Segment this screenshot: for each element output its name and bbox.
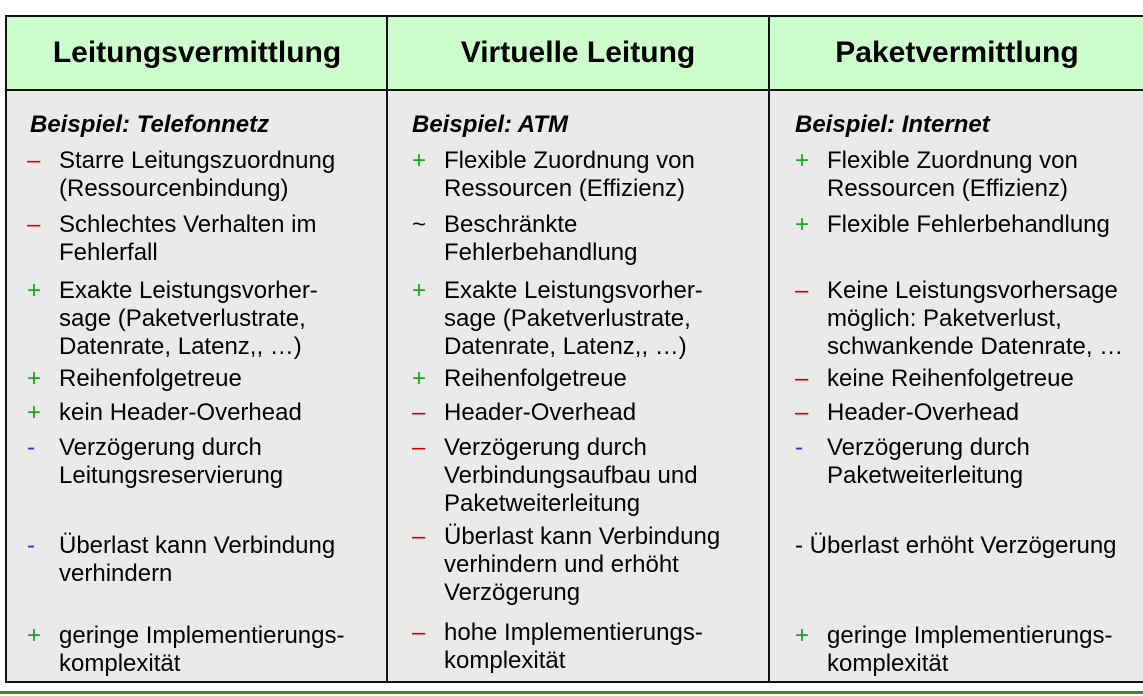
bullet-symbol: +: [412, 147, 427, 174]
bullet-symbol: –: [27, 147, 41, 174]
column-leitungsvermittlung: Beispiel: Telefonnetz – Starre Leitungszu…: [7, 91, 387, 683]
list-item-text: Exakte Leistungsvorher- sage (Paketverlu…: [59, 277, 318, 360]
header-virtuelle-leitung: Virtuelle Leitung: [387, 17, 769, 91]
bullet-symbol: –: [412, 434, 426, 461]
list-item-text: geringe Implementierungs- komplexität: [59, 622, 345, 677]
list-item-text: kein Header-Overhead: [59, 399, 302, 426]
list-item-text: Exakte Leistungsvorher- sage (Paketverlu…: [444, 277, 703, 360]
list-item-text: Verzögerung durch Verbindungsaufbau und …: [444, 434, 698, 517]
list-item-text: Flexible Zuordnung von Ressourcen (Effiz…: [444, 147, 695, 202]
list-item-text: - Überlast erhöht Verzögerung: [795, 532, 1117, 559]
bullet-symbol: –: [27, 211, 41, 238]
list-item-text: Reihenfolgetreue: [444, 365, 627, 392]
list-item-text: Verzögerung durch Leitungsreservierung: [59, 434, 284, 489]
bullet-symbol: -: [27, 532, 35, 559]
header-paketvermittlung: Paketvermittlung: [769, 17, 1143, 91]
bullet-symbol: –: [795, 365, 809, 392]
bullet-symbol: +: [27, 365, 42, 392]
list-item-text: Header-Overhead: [827, 399, 1020, 426]
example-label: Beispiel: Telefonnetz: [30, 111, 270, 138]
header-leitungsvermittlung: Leitungsvermittlung: [7, 17, 387, 91]
list-item-text: Flexible Zuordnung von Ressourcen (Effiz…: [827, 147, 1078, 202]
table-bottom-border: [7, 681, 1143, 683]
bullet-symbol: -: [27, 434, 35, 461]
list-item-text: geringe Implementierungs- komplexität: [827, 622, 1113, 677]
example-label: Beispiel: Internet: [795, 111, 990, 138]
bullet-symbol: –: [795, 277, 809, 304]
column-virtuelle-leitung: Beispiel: ATM + Flexible Zuordnung von Re…: [387, 91, 769, 683]
list-item-text: Überlast kann Verbindung verhindern: [59, 532, 336, 587]
list-item-text: Verzögerung durch Paketweiterleitung: [827, 434, 1030, 489]
list-item-text: hohe Implementierungs- komplexität: [444, 619, 703, 674]
comparison-table: Leitungsvermittlung Virtuelle Leitung Pa…: [5, 15, 1143, 683]
bullet-symbol: +: [412, 365, 427, 392]
bullet-symbol: +: [795, 147, 810, 174]
list-item-text: Beschränkte Fehlerbehandlung: [444, 211, 638, 266]
list-item-text: Überlast kann Verbindung verhindern und …: [444, 523, 721, 606]
list-item-text: Keine Leistungsvorhersage möglich: Paket…: [827, 277, 1124, 360]
bullet-symbol: +: [27, 277, 42, 304]
example-label: Beispiel: ATM: [412, 111, 569, 138]
list-item-text: Flexible Fehlerbehandlung: [827, 211, 1110, 238]
bullet-symbol: –: [795, 399, 809, 426]
list-item-text: Schlechtes Verhalten im Fehlerfall: [59, 211, 317, 266]
bullet-symbol: +: [795, 211, 810, 238]
bullet-symbol: +: [27, 622, 42, 649]
bullet-symbol: –: [412, 399, 426, 426]
list-item-text: Reihenfolgetreue: [59, 365, 242, 392]
bullet-symbol: –: [412, 619, 426, 646]
bullet-symbol: ~: [412, 211, 427, 238]
bullet-symbol: +: [412, 277, 427, 304]
bullet-symbol: +: [795, 622, 810, 649]
slide-footer-line: [0, 691, 1143, 694]
list-item-text: Starre Leitungszuordnung (Ressourcenbind…: [59, 147, 336, 202]
bullet-symbol: –: [412, 523, 426, 550]
bullet-symbol: -: [795, 434, 803, 461]
list-item-text: keine Reihenfolgetreue: [827, 365, 1074, 392]
column-divider: [386, 17, 388, 683]
bullet-symbol: +: [27, 399, 42, 426]
column-divider: [768, 17, 770, 683]
list-item-text: Header-Overhead: [444, 399, 637, 426]
column-paketvermittlung: Beispiel: Internet + Flexible Zuordnung v…: [769, 91, 1143, 683]
